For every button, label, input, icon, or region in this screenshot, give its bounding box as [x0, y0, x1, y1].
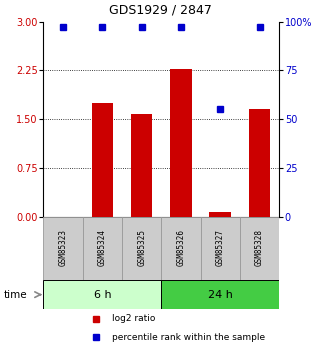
Text: percentile rank within the sample: percentile rank within the sample	[112, 333, 265, 342]
Text: 24 h: 24 h	[208, 290, 233, 299]
Text: GSM85327: GSM85327	[216, 229, 225, 266]
Bar	[161, 280, 279, 309]
Bar	[131, 114, 152, 217]
Text: GSM85323: GSM85323	[58, 229, 67, 266]
Bar	[43, 217, 83, 280]
Text: GSM85326: GSM85326	[177, 229, 186, 266]
Text: log2 ratio: log2 ratio	[112, 314, 156, 323]
Text: GSM85325: GSM85325	[137, 229, 146, 266]
Text: GDS1929 / 2847: GDS1929 / 2847	[109, 3, 212, 17]
Bar	[210, 212, 231, 217]
Text: GSM85324: GSM85324	[98, 229, 107, 266]
Bar	[83, 217, 122, 280]
Bar	[249, 109, 270, 217]
Bar	[91, 103, 113, 217]
Bar	[122, 217, 161, 280]
Text: GSM85328: GSM85328	[255, 229, 264, 266]
Bar	[161, 217, 201, 280]
Bar	[43, 280, 161, 309]
Text: 6 h: 6 h	[93, 290, 111, 299]
Bar	[240, 217, 279, 280]
Text: time: time	[3, 290, 27, 299]
Bar	[201, 217, 240, 280]
Bar	[170, 69, 192, 217]
